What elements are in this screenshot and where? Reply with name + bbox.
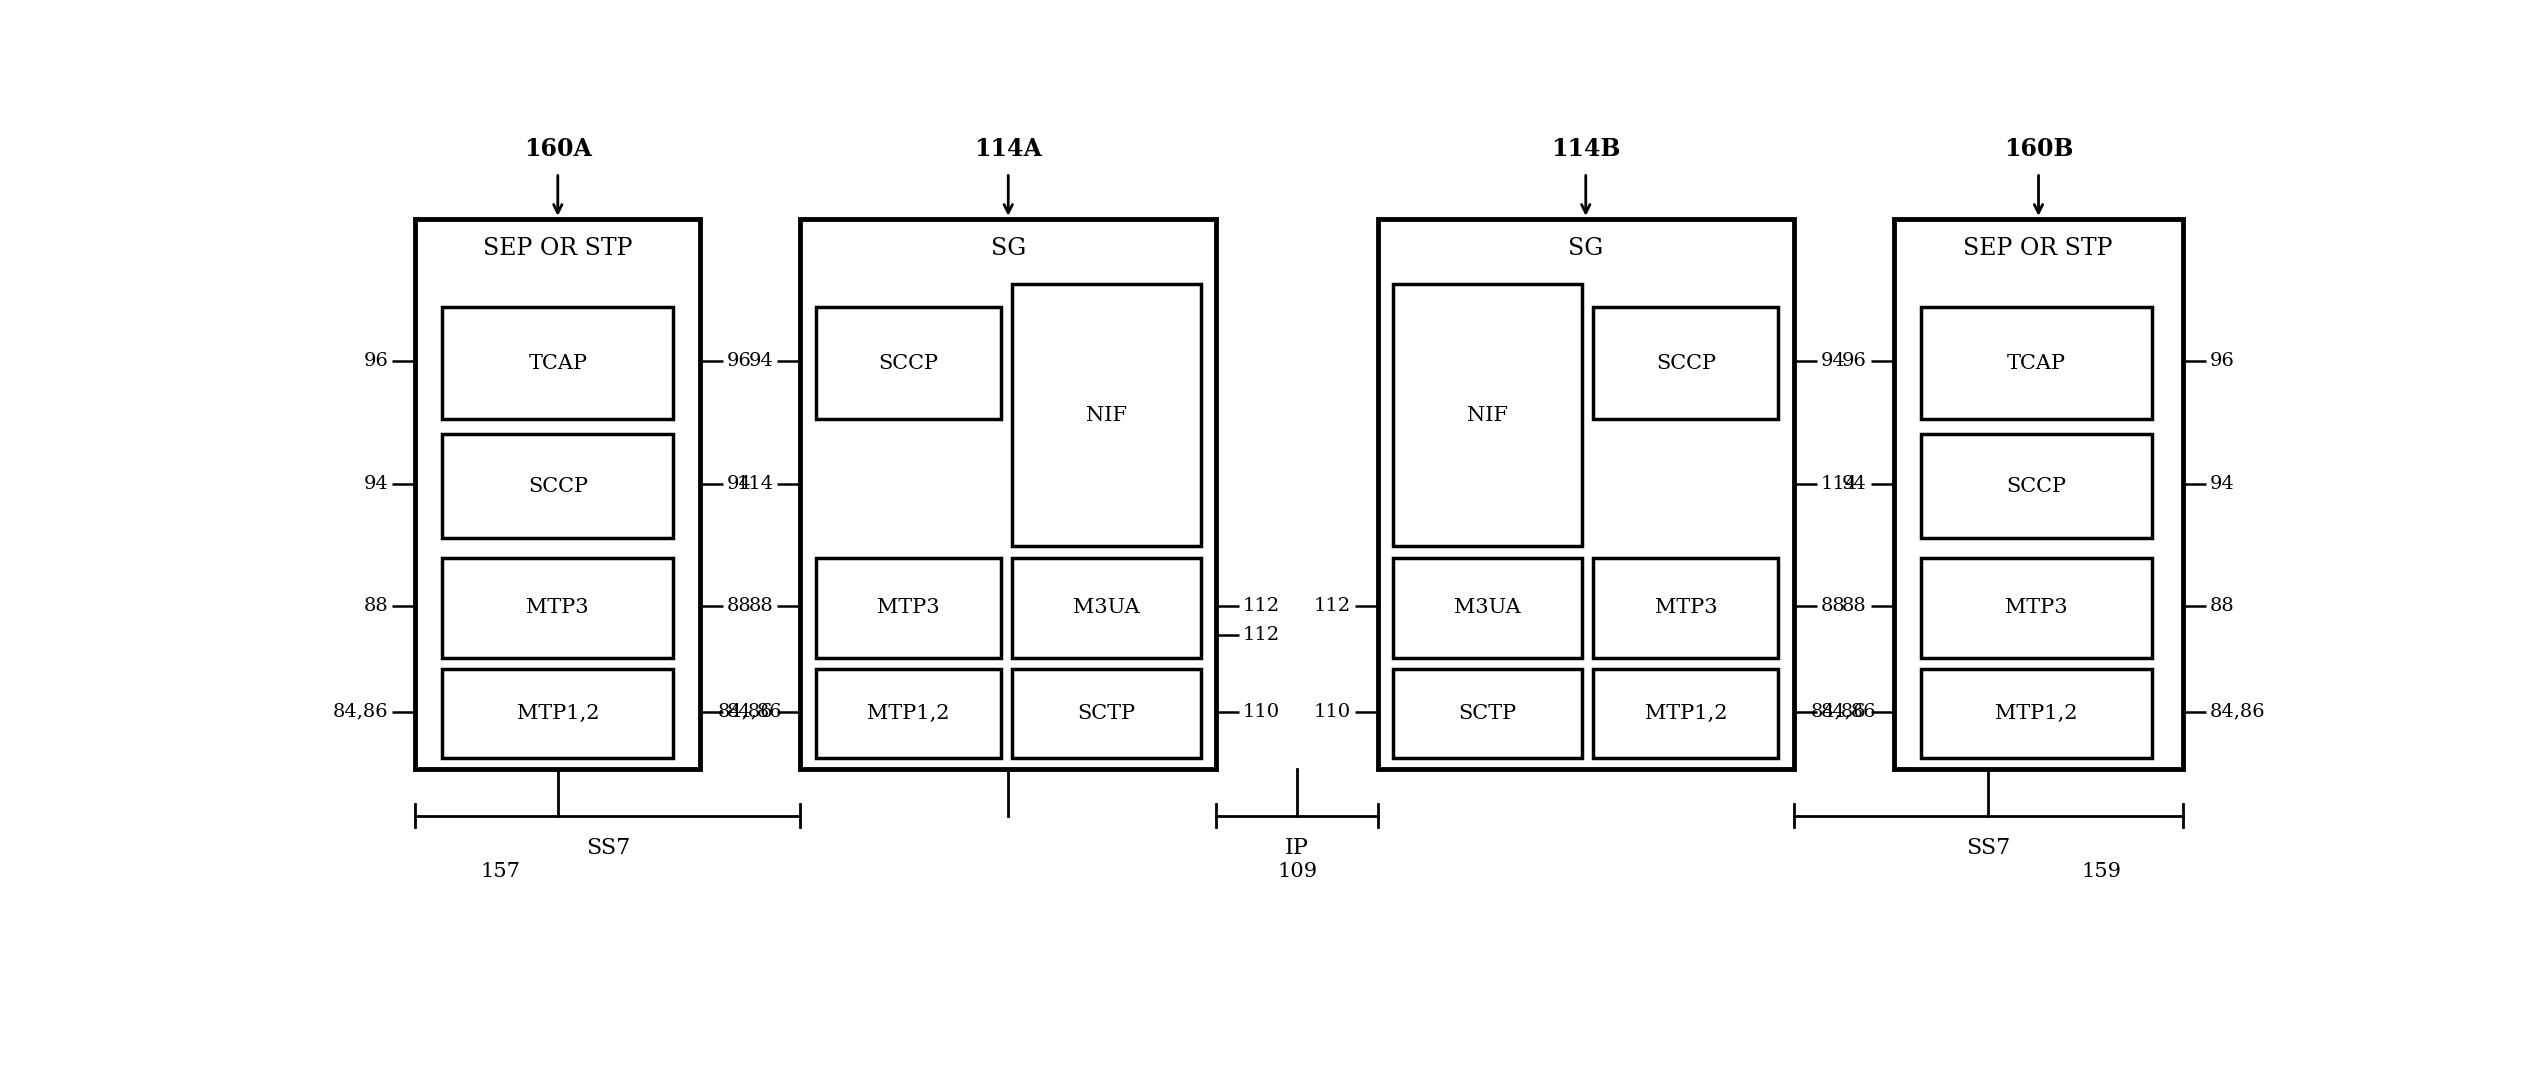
- Text: 84,86: 84,86: [2209, 703, 2265, 720]
- Bar: [1593, 558, 1778, 658]
- Text: SG: SG: [1568, 237, 1603, 259]
- Text: 84,86: 84,86: [717, 703, 773, 720]
- Text: MTP3: MTP3: [2006, 598, 2067, 617]
- Text: 157: 157: [481, 861, 519, 881]
- Text: 88: 88: [727, 597, 752, 615]
- Bar: [415, 219, 699, 769]
- Text: SCCP: SCCP: [2006, 476, 2067, 496]
- Text: TCAP: TCAP: [529, 354, 588, 372]
- Text: NIF: NIF: [1087, 406, 1127, 424]
- Text: 110: 110: [1315, 703, 1350, 720]
- Text: 160B: 160B: [2004, 137, 2072, 161]
- Text: MTP1,2: MTP1,2: [1644, 704, 1728, 723]
- Bar: [443, 434, 674, 538]
- Bar: [1013, 284, 1201, 546]
- Text: 94: 94: [727, 475, 752, 494]
- Text: SS7: SS7: [585, 837, 631, 859]
- Text: 109: 109: [1277, 861, 1317, 881]
- Text: 88: 88: [2209, 597, 2234, 615]
- Text: 88: 88: [365, 597, 388, 615]
- Text: NIF: NIF: [1467, 406, 1507, 424]
- Bar: [443, 669, 674, 757]
- Bar: [1378, 219, 1793, 769]
- Text: 94: 94: [365, 475, 388, 494]
- Text: MTP1,2: MTP1,2: [866, 704, 950, 723]
- Text: TCAP: TCAP: [2006, 354, 2067, 372]
- Text: 88: 88: [750, 597, 773, 615]
- Text: SCTP: SCTP: [1459, 704, 1517, 723]
- Text: 114: 114: [1821, 475, 1857, 494]
- Text: 159: 159: [2082, 861, 2123, 881]
- Bar: [816, 558, 1001, 658]
- Bar: [1393, 284, 1583, 546]
- Text: 112: 112: [1315, 597, 1350, 615]
- Text: 84,86: 84,86: [1821, 703, 1877, 720]
- Text: 112: 112: [1244, 626, 1279, 643]
- Text: 160A: 160A: [524, 137, 593, 161]
- Bar: [1920, 669, 2151, 757]
- Text: M3UA: M3UA: [1454, 598, 1520, 617]
- Text: 110: 110: [1244, 703, 1279, 720]
- Text: 94: 94: [1841, 475, 1867, 494]
- Bar: [1013, 558, 1201, 658]
- Text: 94: 94: [1821, 353, 1847, 370]
- Text: 84,86: 84,86: [1811, 703, 1867, 720]
- Bar: [816, 669, 1001, 757]
- Text: 84,86: 84,86: [727, 703, 783, 720]
- Bar: [1393, 669, 1583, 757]
- Bar: [1895, 219, 2183, 769]
- Bar: [816, 307, 1001, 419]
- Text: 94: 94: [750, 353, 773, 370]
- Text: SEP OR STP: SEP OR STP: [484, 237, 633, 259]
- Text: MTP3: MTP3: [527, 598, 590, 617]
- Text: 88: 88: [1821, 597, 1847, 615]
- Bar: [1013, 669, 1201, 757]
- Text: SCCP: SCCP: [527, 476, 588, 496]
- Text: SS7: SS7: [1966, 837, 2011, 859]
- Text: 94: 94: [2209, 475, 2234, 494]
- Bar: [1593, 307, 1778, 419]
- Text: 84,86: 84,86: [332, 703, 388, 720]
- Text: MTP3: MTP3: [876, 598, 940, 617]
- Bar: [1393, 558, 1583, 658]
- Text: 96: 96: [727, 353, 752, 370]
- Text: SCCP: SCCP: [1657, 354, 1715, 372]
- Text: 96: 96: [1841, 353, 1867, 370]
- Bar: [800, 219, 1216, 769]
- Text: 114: 114: [737, 475, 773, 494]
- Bar: [1920, 434, 2151, 538]
- Text: 114A: 114A: [975, 137, 1041, 161]
- Text: SCTP: SCTP: [1077, 704, 1135, 723]
- Text: SG: SG: [990, 237, 1026, 259]
- Text: 96: 96: [2209, 353, 2234, 370]
- Text: SCCP: SCCP: [879, 354, 937, 372]
- Bar: [1920, 307, 2151, 419]
- Bar: [1593, 669, 1778, 757]
- Text: SEP OR STP: SEP OR STP: [1963, 237, 2113, 259]
- Text: MTP1,2: MTP1,2: [1996, 704, 2077, 723]
- Text: MTP3: MTP3: [1654, 598, 1717, 617]
- Text: 88: 88: [1841, 597, 1867, 615]
- Text: IP: IP: [1284, 837, 1310, 859]
- Text: MTP1,2: MTP1,2: [517, 704, 600, 723]
- Text: 96: 96: [365, 353, 388, 370]
- Text: M3UA: M3UA: [1074, 598, 1140, 617]
- Bar: [443, 558, 674, 658]
- Bar: [443, 307, 674, 419]
- Text: 112: 112: [1244, 597, 1279, 615]
- Bar: [1920, 558, 2151, 658]
- Text: 114B: 114B: [1550, 137, 1621, 161]
